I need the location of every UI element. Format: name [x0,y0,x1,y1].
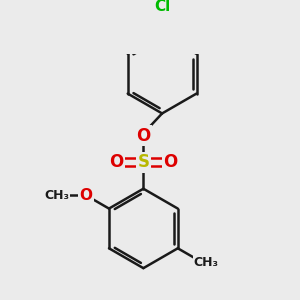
Text: O: O [164,153,178,171]
Text: Cl: Cl [154,0,170,14]
Text: O: O [109,153,123,171]
Text: CH₃: CH₃ [44,189,69,202]
Text: S: S [137,153,149,171]
Text: O: O [80,188,92,203]
Text: CH₃: CH₃ [194,256,218,269]
Text: O: O [136,127,151,145]
